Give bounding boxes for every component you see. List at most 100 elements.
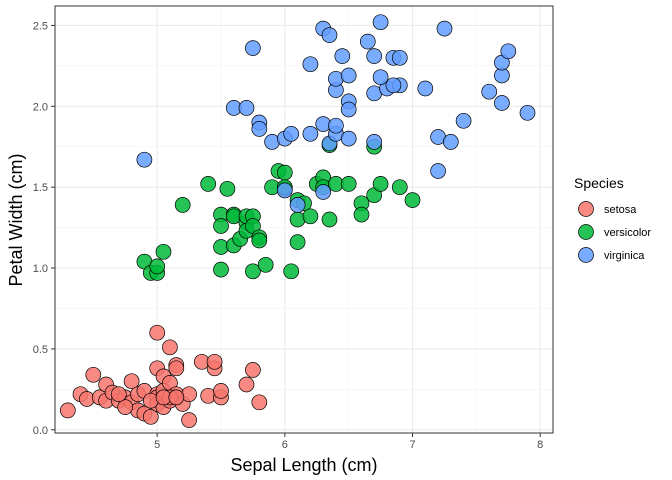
- data-point: [372, 14, 389, 31]
- data-points: [59, 14, 536, 428]
- data-point: [353, 206, 370, 223]
- legend-swatch: [578, 247, 594, 263]
- data-point: [321, 27, 338, 43]
- data-point: [436, 20, 453, 37]
- grid: [55, 6, 553, 433]
- data-point: [245, 40, 261, 56]
- x-tick-label: 7: [409, 439, 415, 451]
- data-point: [372, 69, 389, 86]
- y-tick-label: 0.0: [33, 425, 48, 437]
- y-tick-label: 2.0: [33, 101, 48, 113]
- data-point: [162, 339, 178, 356]
- x-tick-label: 5: [154, 439, 160, 451]
- data-point: [519, 104, 536, 121]
- data-point: [168, 389, 185, 406]
- data-point: [85, 366, 102, 383]
- data-point: [328, 117, 344, 134]
- data-point: [289, 234, 306, 250]
- legend-items: setosa versicolor virginica: [578, 201, 651, 263]
- data-point: [289, 197, 306, 213]
- data-point: [481, 83, 498, 100]
- data-point: [276, 182, 293, 199]
- legend: Species setosa versicolor virginica: [574, 175, 651, 263]
- y-tick-label: 1.5: [33, 182, 48, 194]
- data-point: [117, 399, 134, 415]
- data-point: [59, 402, 76, 419]
- data-point: [494, 95, 510, 111]
- data-point: [302, 125, 319, 142]
- legend-label: versicolor: [604, 227, 651, 239]
- data-point: [455, 112, 472, 129]
- x-tick-label: 6: [282, 439, 288, 451]
- data-point: [149, 324, 166, 341]
- data-point: [283, 125, 300, 142]
- data-point: [302, 208, 319, 225]
- data-point: [366, 134, 383, 150]
- data-point: [200, 176, 217, 192]
- y-tick-label: 0.5: [33, 344, 48, 356]
- data-point: [334, 48, 351, 64]
- series-versicolor: [136, 137, 421, 281]
- data-point: [219, 180, 236, 197]
- data-point: [340, 101, 357, 118]
- data-point: [430, 163, 446, 179]
- data-point: [123, 373, 140, 390]
- data-point: [302, 56, 319, 73]
- data-point: [442, 134, 459, 150]
- data-point: [385, 77, 402, 94]
- data-point: [366, 48, 383, 64]
- data-point: [238, 376, 255, 393]
- data-point: [340, 130, 357, 147]
- data-point: [257, 256, 274, 273]
- data-point: [359, 33, 376, 50]
- data-point: [142, 408, 159, 425]
- legend-label: virginica: [604, 250, 645, 262]
- data-point: [321, 211, 338, 228]
- data-point: [238, 100, 255, 116]
- series-setosa: [59, 324, 268, 428]
- data-point: [155, 243, 172, 260]
- data-point: [391, 49, 408, 66]
- axes: 5 6 7 8 0.0 0.5 1.0 1.5 2.0 2.5: [33, 20, 544, 451]
- y-tick-label: 1.0: [33, 263, 48, 275]
- data-point: [276, 164, 293, 181]
- data-point: [110, 386, 127, 403]
- data-point: [340, 176, 357, 192]
- legend-title: Species: [574, 175, 624, 191]
- data-point: [251, 232, 268, 249]
- x-tick-label: 8: [537, 439, 543, 451]
- data-point: [404, 192, 421, 208]
- data-point: [500, 43, 517, 60]
- data-point: [213, 261, 229, 278]
- data-point: [245, 263, 261, 280]
- data-point: [251, 121, 268, 137]
- x-axis-title: Sepal Length (cm): [230, 455, 377, 475]
- data-point: [391, 179, 408, 196]
- data-point: [136, 151, 153, 168]
- data-point: [174, 197, 191, 213]
- data-point: [283, 263, 300, 280]
- legend-item-versicolor: versicolor: [578, 224, 651, 240]
- data-point: [168, 360, 185, 377]
- data-point: [245, 362, 261, 378]
- legend-swatch: [578, 224, 594, 240]
- series-virginica: [136, 14, 536, 213]
- data-point: [315, 184, 332, 200]
- data-point: [149, 258, 166, 275]
- plot-panel-border: [54, 5, 554, 434]
- data-point: [206, 353, 223, 370]
- data-point: [213, 218, 229, 234]
- data-point: [340, 67, 357, 84]
- legend-item-setosa: setosa: [578, 201, 637, 217]
- data-point: [417, 80, 434, 97]
- legend-item-virginica: virginica: [578, 247, 645, 263]
- data-point: [181, 412, 197, 428]
- y-tick-label: 2.5: [33, 20, 48, 32]
- legend-label: setosa: [604, 204, 637, 216]
- legend-swatch: [578, 201, 594, 217]
- data-point: [213, 383, 229, 399]
- data-point: [251, 394, 268, 411]
- y-axis-title: Petal Width (cm): [6, 153, 26, 286]
- data-point: [372, 176, 389, 192]
